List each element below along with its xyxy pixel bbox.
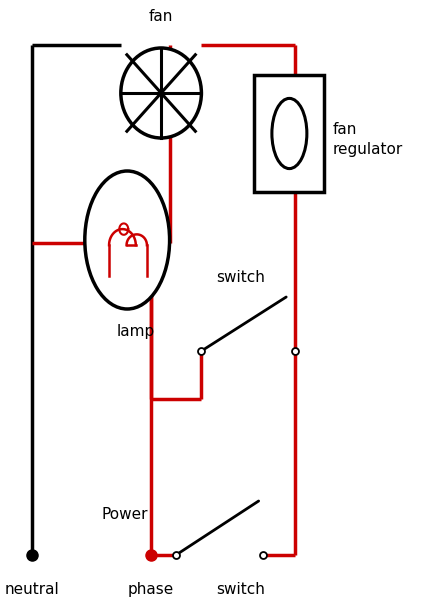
Text: lamp: lamp	[117, 324, 155, 339]
Ellipse shape	[272, 98, 307, 169]
Text: switch: switch	[216, 270, 265, 285]
Text: Power: Power	[102, 507, 148, 522]
Text: neutral: neutral	[4, 582, 59, 597]
Text: switch: switch	[216, 582, 265, 597]
Text: phase: phase	[127, 582, 174, 597]
Bar	[254, 75, 324, 192]
Text: fan
regulator: fan regulator	[333, 122, 403, 157]
Text: fan: fan	[149, 9, 173, 24]
Ellipse shape	[121, 48, 201, 138]
Ellipse shape	[85, 171, 170, 309]
